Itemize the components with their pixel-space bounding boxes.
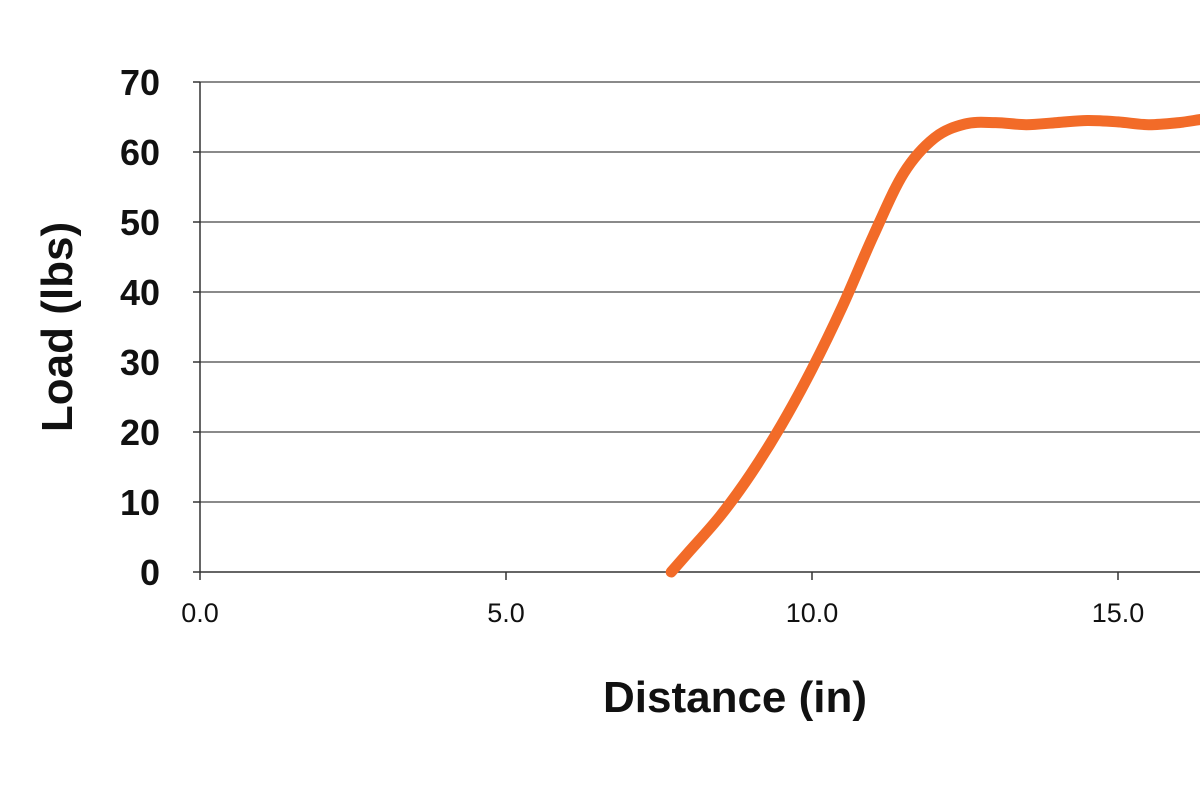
x-tick-label: 5.0 xyxy=(487,598,525,628)
y-tick-label: 50 xyxy=(120,202,160,243)
x-tick-labels: 0.05.010.015.020.025.030.0 xyxy=(181,598,1145,628)
x-tick-label: 0.0 xyxy=(181,598,219,628)
y-axis-label: Load (lbs) xyxy=(33,222,82,432)
y-tick-label: 10 xyxy=(120,482,160,523)
x-tick-label: 15.0 xyxy=(1092,598,1145,628)
series-line xyxy=(665,114,1200,578)
y-tick-label: 70 xyxy=(120,62,160,103)
y-tick-label: 60 xyxy=(120,132,160,173)
x-axis-label: Distance (in) xyxy=(603,673,867,722)
y-tick-label: 40 xyxy=(120,272,160,313)
series-layer xyxy=(665,114,1200,578)
x-tick-label: 10.0 xyxy=(786,598,839,628)
y-tick-label: 0 xyxy=(140,552,160,593)
axes xyxy=(193,81,1200,580)
gridlines xyxy=(200,81,1200,503)
y-tick-labels: 0 10 20 30 40 50 60 70 xyxy=(120,62,160,593)
y-tick-label: 30 xyxy=(120,342,160,383)
y-tick-label: 20 xyxy=(120,412,160,453)
